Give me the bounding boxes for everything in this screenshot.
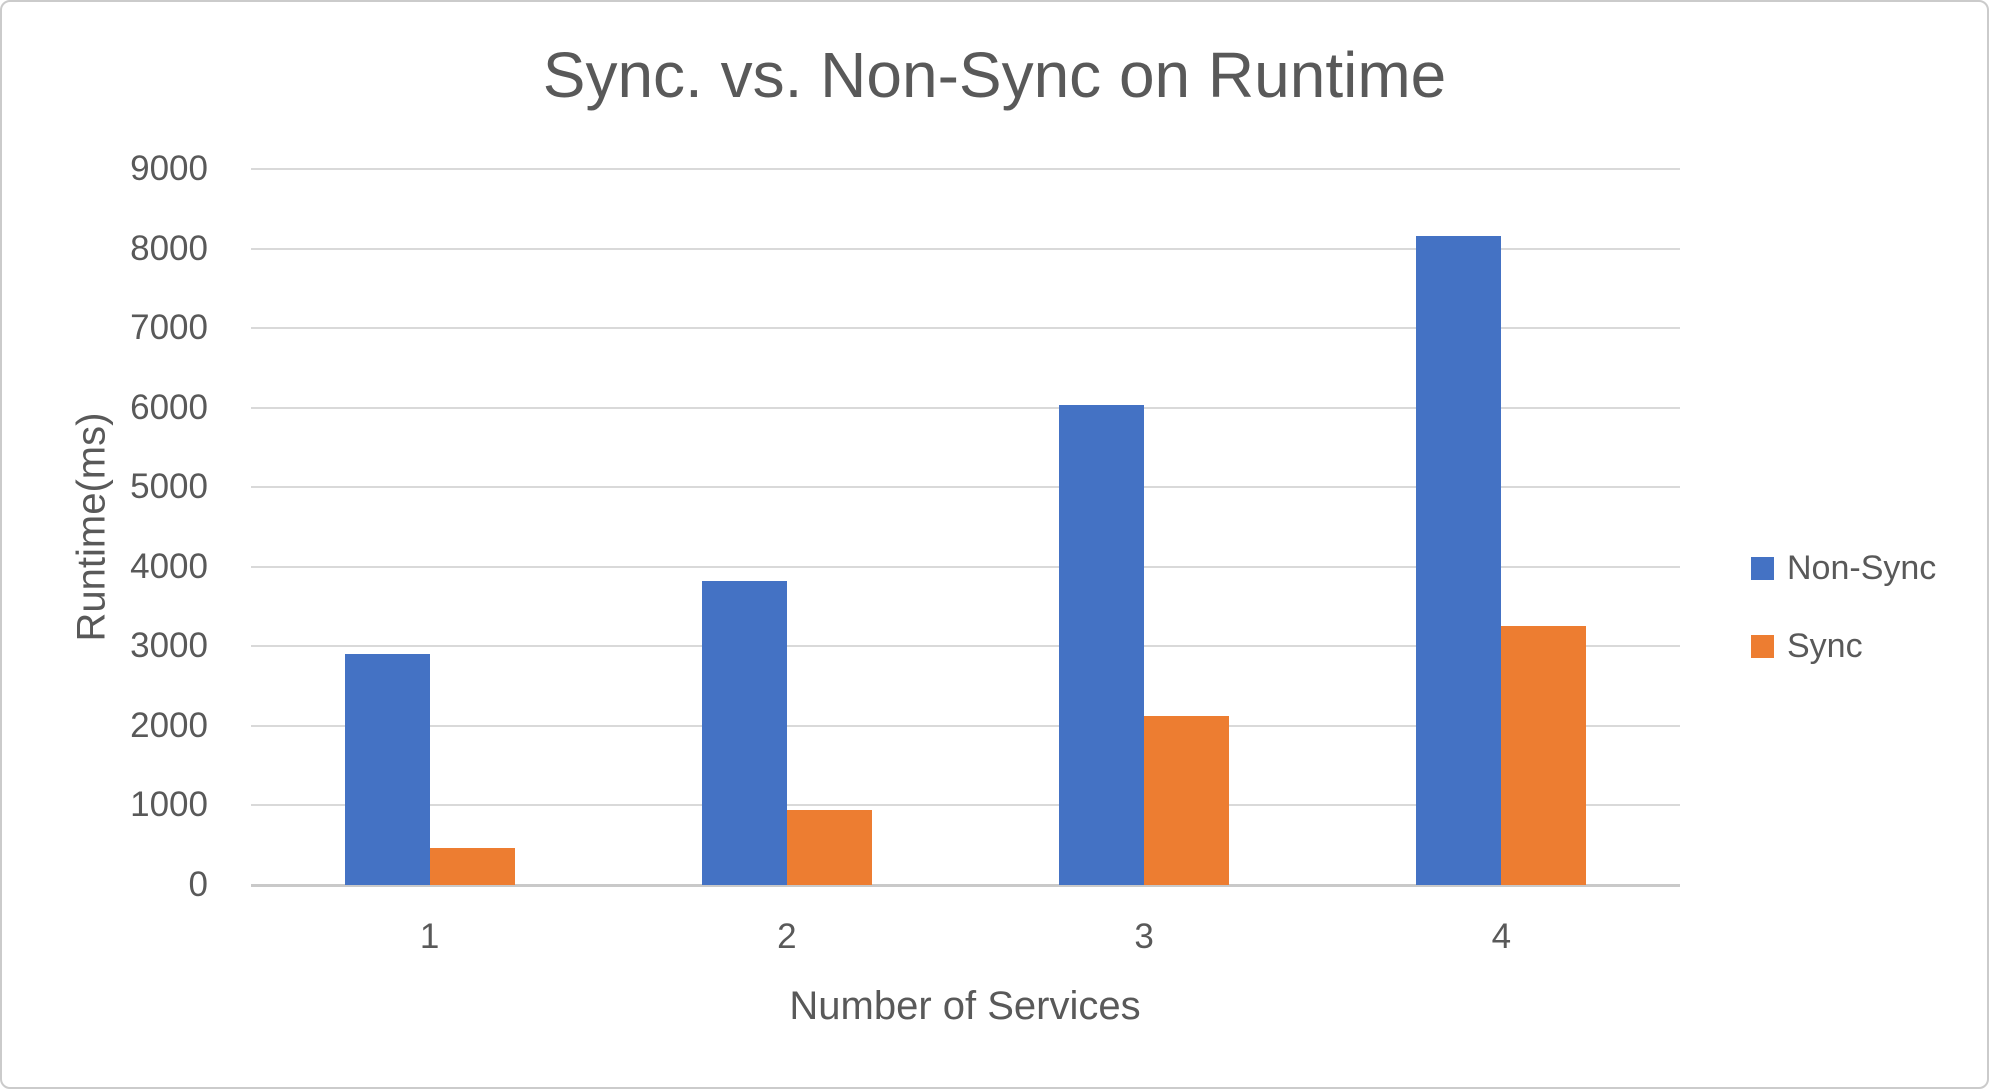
gridline-8000 — [251, 247, 1680, 250]
bar-sync-category-3 — [1144, 716, 1230, 885]
legend-label-non-sync: Non-Sync — [1787, 548, 1937, 587]
gridline-5000 — [251, 486, 1680, 489]
gridline-2000 — [251, 724, 1680, 727]
bar-sync-category-4 — [1501, 625, 1587, 885]
legend-swatch-non-sync-icon — [1751, 556, 1774, 580]
legend: Non-Sync Sync — [1751, 549, 1936, 711]
x-tick-label-2: 2 — [777, 917, 797, 956]
bar-sync-category-2 — [786, 810, 872, 885]
bar-sync-category-1 — [429, 848, 515, 885]
gridline-4000 — [251, 565, 1680, 568]
gridline-9000 — [251, 168, 1680, 170]
legend-swatch-sync-icon — [1751, 634, 1774, 658]
y-axis-title: Runtime(ms) — [69, 412, 114, 642]
x-tick-label-3: 3 — [1134, 917, 1154, 956]
bar-non-sync-category-2 — [701, 580, 787, 885]
legend-item-non-sync: Non-Sync — [1751, 549, 1936, 587]
y-tick-label-0: 0 — [188, 865, 208, 904]
x-tick-label-1: 1 — [419, 917, 440, 956]
y-tick-label-8000: 8000 — [130, 228, 208, 268]
gridline-6000 — [251, 406, 1680, 409]
gridline-3000 — [251, 645, 1680, 648]
gridline-7000 — [251, 327, 1680, 330]
y-tick-label-9000: 9000 — [130, 149, 208, 188]
bar-non-sync-category-4 — [1416, 235, 1502, 885]
x-tick-label-4: 4 — [1491, 917, 1512, 956]
y-tick-label-3000: 3000 — [130, 626, 208, 666]
y-tick-label-1000: 1000 — [130, 785, 208, 825]
legend-label-sync: Sync — [1787, 626, 1863, 665]
y-tick-label-4000: 4000 — [130, 546, 208, 586]
y-tick-label-6000: 6000 — [130, 387, 208, 427]
x-axis-line — [251, 884, 1680, 887]
bar-non-sync-category-3 — [1059, 405, 1145, 885]
y-tick-label-5000: 5000 — [130, 467, 208, 507]
plot-area — [251, 168, 1680, 887]
y-tick-label-7000: 7000 — [130, 308, 208, 348]
bar-non-sync-category-1 — [344, 654, 430, 885]
gridline-1000 — [251, 804, 1680, 807]
x-axis-title: Number of Services — [789, 984, 1141, 1028]
chart-title: Sync. vs. Non-Sync on Runtime — [542, 39, 1447, 111]
legend-item-sync: Sync — [1751, 627, 1936, 665]
y-tick-label-2000: 2000 — [130, 705, 208, 745]
